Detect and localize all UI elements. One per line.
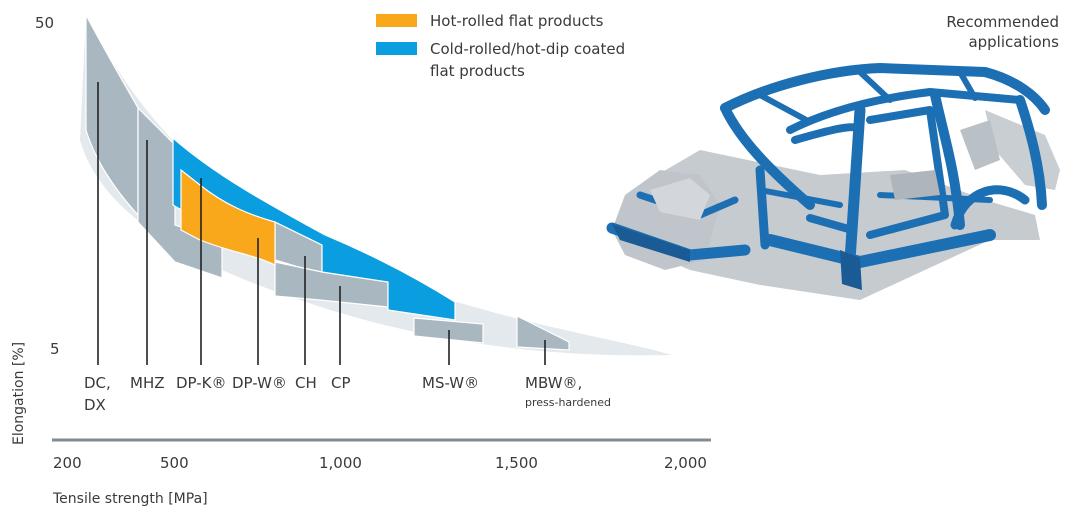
x-tick-1500: 1,500 — [495, 454, 538, 472]
legend-label-hot-rolled: Hot-rolled flat products — [430, 12, 604, 30]
grade-label-mbw: MBW®, — [525, 374, 582, 392]
grade-lines — [97, 82, 546, 365]
y-tick-5: 5 — [50, 340, 60, 358]
grade-label-msw: MS-W® — [422, 374, 479, 392]
hot-rolled-area — [180, 168, 276, 266]
legend-label-cold-rolled-line2: flat products — [430, 62, 525, 80]
elongation-band — [80, 15, 672, 356]
legend-swatch-hot-rolled — [376, 14, 417, 27]
grade-label-dpk: DP-K® — [176, 374, 227, 392]
grade-label-press-hardened: press-hardened — [525, 396, 611, 409]
cold-rolled-area — [172, 136, 456, 321]
y-axis-title: Elongation [%] — [11, 342, 27, 445]
x-tick-2000: 2,000 — [664, 454, 707, 472]
grade-label-mhz: MHZ — [130, 374, 165, 392]
legend-swatch-cold-rolled — [376, 42, 417, 55]
grade-label-ch: CH — [295, 374, 317, 392]
x-tick-200: 200 — [53, 454, 82, 472]
grade-label-dx: DX — [84, 396, 106, 414]
x-axis-title: Tensile strength [MPa] — [52, 491, 208, 507]
mbw-area — [516, 315, 570, 351]
grade-label-dc: DC, — [84, 374, 111, 392]
recommended-applications-note: Recommended applications — [946, 13, 1059, 51]
x-tick-1000: 1,000 — [319, 454, 362, 472]
grade-label-dpw: DP-W® — [232, 374, 287, 392]
y-tick-50: 50 — [35, 14, 54, 32]
legend-label-cold-rolled: Cold-rolled/hot-dip coated — [430, 40, 625, 58]
car-body-illustration — [606, 63, 1060, 300]
x-tick-500: 500 — [160, 454, 189, 472]
grade-label-cp: CP — [331, 374, 351, 392]
